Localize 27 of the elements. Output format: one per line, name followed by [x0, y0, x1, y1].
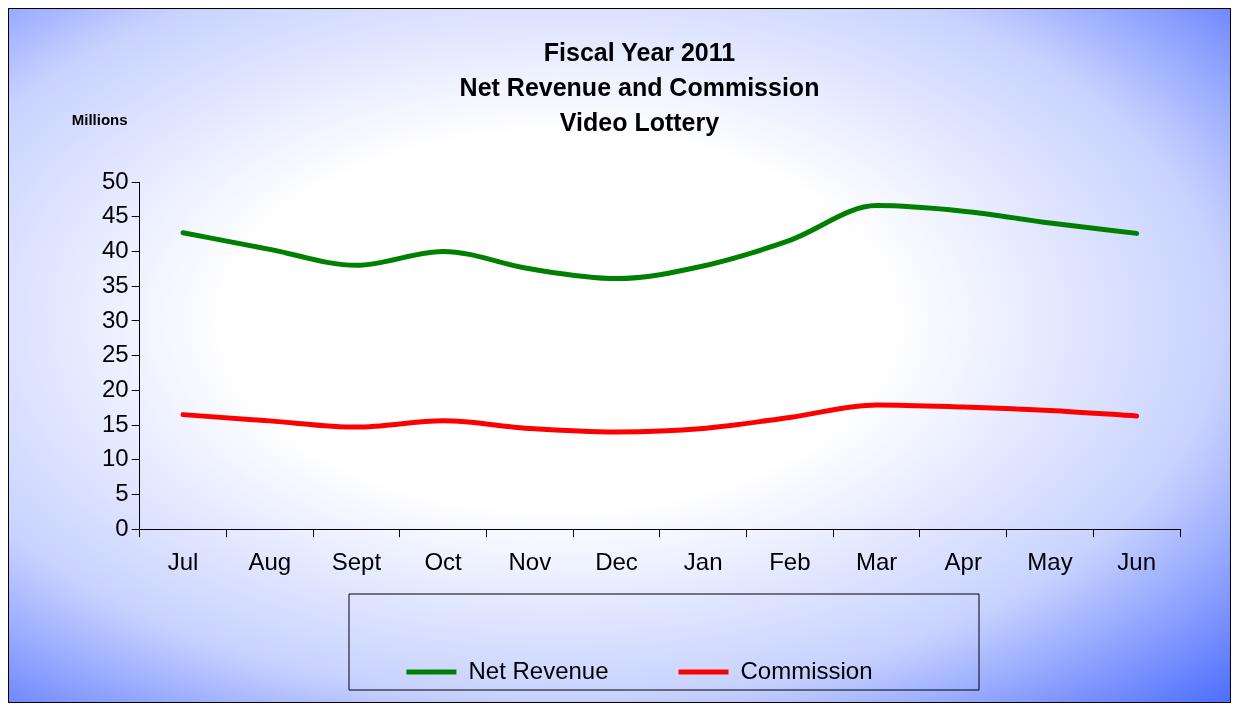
y-tick-label: 50: [101, 166, 129, 194]
y-tick-label: 5: [115, 479, 129, 507]
x-tick-label: Dec: [595, 548, 638, 576]
y-tick-label: 45: [101, 201, 129, 229]
legend-label: Net Revenue: [468, 656, 609, 684]
y-tick-label: 15: [101, 409, 129, 437]
y-axis-title: Millions: [71, 111, 128, 129]
y-tick-label: 25: [101, 340, 129, 368]
legend-label: Commission: [740, 656, 873, 684]
x-tick-label: Jul: [167, 548, 199, 576]
x-tick-label: Apr: [944, 548, 982, 576]
x-tick-label: Oct: [424, 548, 463, 576]
x-tick-label: Jan: [683, 548, 723, 576]
x-tick-label: Sept: [331, 548, 382, 576]
x-tick-label: Nov: [508, 548, 552, 576]
y-tick-label: 30: [101, 305, 129, 333]
x-tick-label: Feb: [769, 548, 811, 576]
x-tick-label: Jun: [1117, 548, 1157, 576]
y-tick-label: 35: [101, 270, 129, 298]
x-tick-label: Aug: [248, 548, 292, 576]
y-tick-label: 0: [115, 513, 129, 541]
y-tick-label: 40: [101, 236, 129, 264]
y-tick-label: 20: [101, 374, 129, 402]
x-tick-label: May: [1027, 548, 1073, 576]
chart-title: Fiscal Year 2011 Net Revenue and Commission Video Lottery: [459, 38, 820, 137]
x-tick-label: Mar: [855, 548, 898, 576]
y-tick-label: 10: [101, 444, 129, 472]
